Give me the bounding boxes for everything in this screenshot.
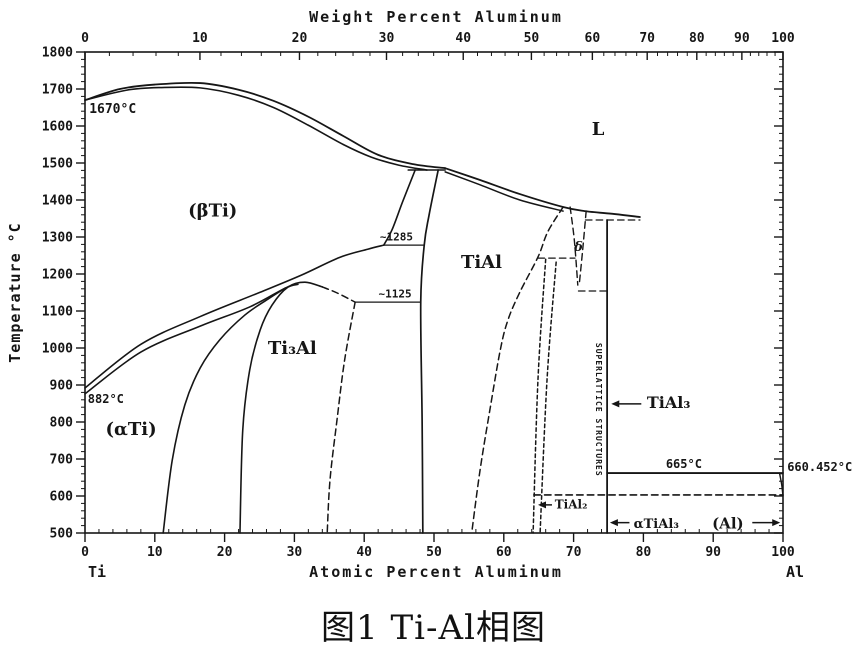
series-Al-solidus [778, 472, 784, 497]
bottom-tick-label: 10 [147, 545, 163, 560]
left-tick-label: 1300 [42, 231, 73, 246]
top-tick-label: 70 [639, 31, 655, 46]
top-axis-title: Weight Percent Aluminum [309, 8, 563, 26]
bottom-left-end-label: Ti [88, 563, 106, 581]
bottom-tick-label: 0 [81, 545, 89, 560]
bottom-tick-label: 50 [426, 545, 442, 560]
bottom-tick-label: 90 [705, 545, 721, 560]
left-tick-label: 1500 [42, 157, 73, 172]
series-liquidus-right-upper [444, 167, 641, 218]
phase-diagram-chart: 0 10 20 30 40 50 60 70 80 90 100 Atomic Percent Alu… [6, 8, 852, 581]
annotation-665c: 665°C [666, 457, 702, 471]
series-delta-right [578, 210, 587, 286]
left-tick-label: 500 [50, 527, 74, 542]
annotation-tial: TiAl₂ [555, 498, 588, 512]
top-tick-label: 80 [689, 31, 705, 46]
bottom-tick-label: 30 [287, 545, 303, 560]
annotation-superlatticestructures: SUPERLATTICE STRUCTURES [594, 343, 603, 477]
bottom-axis-title: Atomic Percent Aluminum [309, 563, 563, 581]
top-tick-label: 90 [734, 31, 750, 46]
annotation-tial: Ti₃Al [268, 338, 317, 359]
series-Ti3Al-dome-dashed [321, 286, 356, 303]
bottom-tick-label: 60 [496, 545, 512, 560]
series-TiAl2-left [532, 258, 547, 534]
left-tick-label: 1200 [42, 268, 73, 283]
annotation-1125: ~1125 [379, 288, 412, 301]
series-Ti3Al-right [326, 301, 356, 534]
series-delta-left [569, 206, 579, 286]
left-tick-label: 1400 [42, 194, 73, 209]
annotation-ti: (βTi) [188, 201, 237, 222]
annotation-tial: TiAl [461, 252, 502, 273]
left-tick-label: 600 [50, 490, 74, 505]
annotation-tial: TiAl₃ [647, 393, 690, 412]
annotation-tial: αTiAl₃ [634, 517, 680, 532]
figure-caption: 图1 Ti-Al相图 [321, 608, 546, 648]
bottom-tick-label: 40 [356, 545, 372, 560]
top-tick-label: 100 [771, 31, 795, 46]
arrow-TiAl2-head [538, 501, 547, 509]
bottom-right-end-label: Al [786, 563, 804, 581]
top-tick-label: 50 [524, 31, 540, 46]
series-TiAl-left [419, 169, 440, 534]
left-tick-label: 1100 [42, 305, 73, 320]
top-tick-label: 0 [81, 31, 89, 46]
bottom-tick-label: 20 [217, 545, 233, 560]
bottom-tick-label: 80 [636, 545, 652, 560]
series-beta-TiAl-left [382, 169, 416, 246]
top-tick-label: 40 [455, 31, 471, 46]
left-tick-label: 1700 [42, 83, 73, 98]
left-tick-label: 900 [50, 379, 74, 394]
arrow-Al-head [772, 519, 781, 527]
series-TiAl-right [470, 206, 564, 534]
annotation-l: L [592, 119, 605, 140]
left-tick-label: 1800 [42, 46, 73, 61]
left-tick-label: 1600 [42, 120, 73, 135]
annotation-660452c: 660.452°C [787, 460, 852, 474]
bottom-tick-label: 70 [566, 545, 582, 560]
series-solidus-right-upper [444, 171, 564, 212]
left-tick-label: 1000 [42, 342, 73, 357]
annotation-1670c: 1670°C [89, 102, 136, 117]
series-TiAl2-right [539, 261, 557, 534]
left-axis-title: Temperature °C [6, 222, 24, 362]
top-tick-label: 30 [379, 31, 395, 46]
annotation-ti: (αTi) [106, 419, 157, 440]
annotation-882c: 882°C [88, 392, 124, 406]
top-tick-label: 10 [192, 31, 208, 46]
series-alpha-beta-upper [84, 244, 385, 389]
arrow-TiAl3-head [611, 400, 620, 408]
top-tick-label: 60 [585, 31, 601, 46]
series-alpha-right [162, 287, 287, 534]
left-tick-label: 700 [50, 453, 74, 468]
bottom-tick-label: 100 [771, 545, 795, 560]
series-Ti3Al-left-dome [239, 281, 324, 534]
series-liquidus-left [84, 81, 447, 170]
left-tick-label: 800 [50, 416, 74, 431]
series-solidus-left [84, 86, 428, 171]
annotation-al: (Al) [712, 515, 744, 533]
arrow-alphaTiAl3-head [609, 519, 618, 527]
top-tick-label: 20 [292, 31, 308, 46]
annotation-: δ [573, 240, 583, 255]
annotation-1285: ~1285 [380, 231, 413, 244]
